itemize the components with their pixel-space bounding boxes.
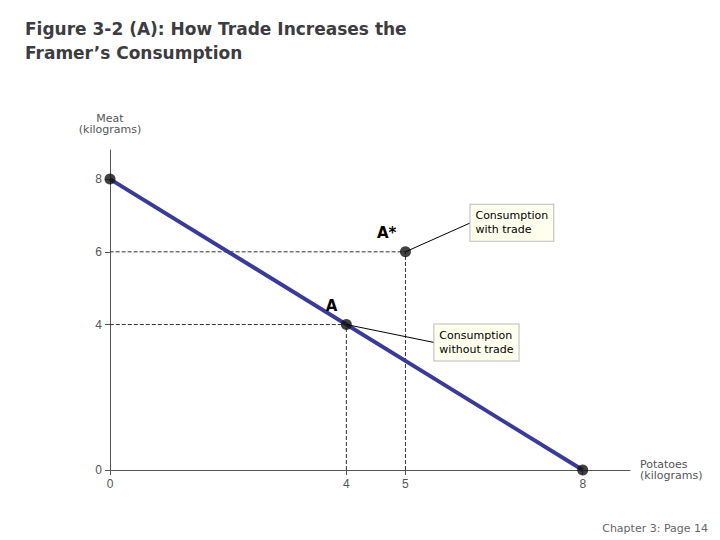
svg-text:8: 8 (95, 172, 102, 186)
svg-text:8: 8 (579, 477, 586, 491)
svg-text:(kilograms): (kilograms) (640, 469, 703, 482)
svg-text:without trade: without trade (439, 343, 513, 356)
svg-text:Chapter 3: Page 14: Chapter 3: Page 14 (602, 522, 708, 535)
svg-text:0: 0 (107, 477, 114, 491)
svg-text:Potatoes: Potatoes (640, 458, 688, 471)
svg-text:Framer’s Consumption: Framer’s Consumption (25, 43, 242, 63)
svg-text:Meat: Meat (96, 112, 124, 125)
svg-text:A: A (326, 297, 338, 315)
svg-text:(kilograms): (kilograms) (79, 123, 142, 136)
svg-text:0: 0 (95, 463, 102, 477)
svg-text:Figure 3-2 (A): How Trade Incr: Figure 3-2 (A): How Trade Increases the (25, 19, 407, 39)
svg-text:Consumption: Consumption (475, 209, 548, 222)
svg-text:Consumption: Consumption (439, 329, 512, 342)
svg-text:4: 4 (95, 318, 102, 332)
svg-text:6: 6 (95, 245, 102, 259)
svg-text:4: 4 (343, 477, 350, 491)
svg-text:with trade: with trade (475, 223, 531, 236)
svg-text:A*: A* (377, 224, 397, 242)
svg-text:5: 5 (402, 477, 409, 491)
